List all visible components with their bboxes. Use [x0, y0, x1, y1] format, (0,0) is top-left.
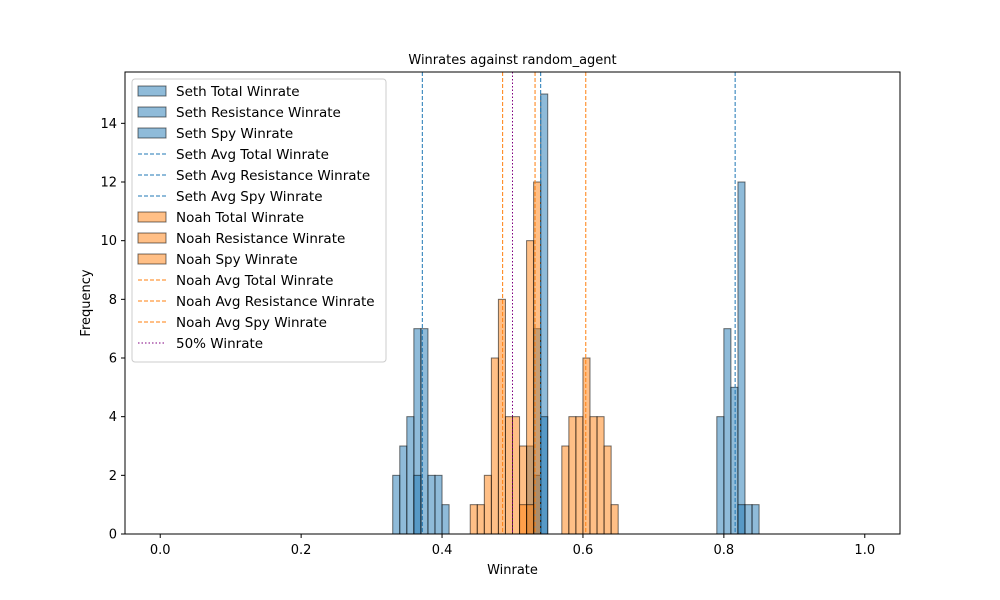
legend-swatch	[137, 211, 167, 223]
legend-label: Noah Avg Spy Winrate	[176, 315, 327, 331]
legend-item-seth-avg-spy-winrate: Seth Avg Spy Winrate	[138, 189, 323, 205]
bar-noah-spy-winrate-4	[589, 416, 598, 535]
legend-item-noah-total-winrate: Noah Total Winrate	[137, 210, 304, 226]
legend-label: Noah Resistance Winrate	[176, 231, 345, 247]
legend-label: 50% Winrate	[176, 336, 263, 352]
legend-label: Seth Avg Resistance Winrate	[176, 168, 370, 184]
legend-label: Seth Avg Total Winrate	[176, 147, 329, 163]
bar-noah-total-winrate-4	[526, 240, 535, 535]
legend-label: Seth Resistance Winrate	[176, 105, 341, 121]
y-tick-label: 4	[109, 410, 117, 425]
bar-noah-total-winrate-0	[490, 357, 499, 535]
legend-item-seth-spy-winrate: Seth Spy Winrate	[137, 126, 293, 142]
bar-seth-spy-winrate-2	[744, 504, 753, 535]
x-tick-label: 0.6	[573, 543, 594, 558]
legend-item-noah-spy-winrate: Noah Spy Winrate	[137, 252, 298, 268]
bar-noah-resistance-winrate-3	[512, 416, 521, 535]
bar-noah-total-winrate-2	[504, 416, 514, 535]
legend-item-50-winrate: 50% Winrate	[138, 336, 263, 352]
x-tick-label: 0.4	[432, 543, 453, 558]
legend-swatch	[137, 127, 167, 139]
bar-noah-resistance-winrate-4	[519, 504, 528, 535]
bar-seth-resistance-winrate-4	[427, 474, 436, 535]
plot-frame	[124, 71, 901, 535]
y-tick-label: 10	[100, 234, 117, 249]
bar-seth-resistance-winrate-8	[540, 416, 549, 535]
bar-seth-total-winrate-7	[737, 181, 746, 535]
bar-noah-spy-winrate-0	[561, 445, 570, 535]
legend-label: Noah Spy Winrate	[176, 252, 298, 268]
bar-seth-spy-winrate-3	[751, 504, 760, 535]
legend-swatch	[137, 106, 167, 118]
x-tick-label: 0.0	[150, 543, 171, 558]
legend-item-noah-avg-total-winrate: Noah Avg Total Winrate	[138, 273, 333, 289]
legend-swatch	[137, 232, 167, 244]
bar-seth-resistance-winrate-3	[413, 474, 422, 535]
legend-item-seth-total-winrate: Seth Total Winrate	[137, 84, 300, 100]
y-tick-label: 14	[100, 117, 117, 132]
y-tick-label: 2	[109, 469, 117, 484]
x-tick-label: 0.2	[291, 543, 312, 558]
bar-noah-spy-winrate-1	[568, 416, 577, 535]
bar-noah-resistance-winrate-2	[483, 474, 492, 535]
x-tick-label: 0.8	[714, 543, 735, 558]
bar-seth-resistance-winrate-1	[399, 445, 408, 535]
bar-seth-total-winrate-6	[730, 386, 739, 535]
bar-seth-resistance-winrate-0	[392, 474, 401, 535]
bar-seth-total-winrate-5	[723, 328, 732, 535]
legend-label: Noah Avg Total Winrate	[176, 273, 333, 289]
bar-noah-resistance-winrate-1	[476, 504, 485, 535]
legend-label: Noah Avg Resistance Winrate	[176, 294, 375, 310]
legend-item-noah-avg-spy-winrate: Noah Avg Spy Winrate	[138, 315, 327, 331]
bar-noah-spy-winrate-3	[582, 357, 591, 535]
series-noah-total-winrate	[160, 181, 865, 535]
legend-item-noah-resistance-winrate: Noah Resistance Winrate	[137, 231, 345, 247]
bar-noah-total-winrate-1	[497, 298, 506, 535]
bar-seth-resistance-winrate-6	[441, 504, 450, 535]
legend-item-seth-avg-resistance-winrate: Seth Avg Resistance Winrate	[138, 168, 370, 184]
y-tick-label: 6	[109, 352, 117, 367]
legend-item-noah-avg-resistance-winrate: Noah Avg Resistance Winrate	[138, 294, 375, 310]
bar-noah-resistance-winrate-0	[469, 504, 478, 535]
legend-label: Seth Total Winrate	[176, 84, 300, 100]
legend-item-seth-avg-total-winrate: Seth Avg Total Winrate	[138, 147, 329, 163]
bar-seth-spy-winrate-1	[737, 504, 746, 535]
legend-item-seth-resistance-winrate: Seth Resistance Winrate	[137, 105, 341, 121]
bar-seth-total-winrate-1	[420, 328, 429, 535]
bar-seth-spy-winrate-0	[716, 416, 725, 535]
legend-label: Noah Total Winrate	[176, 210, 304, 226]
legend-label: Seth Avg Spy Winrate	[176, 189, 323, 205]
x-tick-label: 1.0	[854, 543, 875, 558]
bar-seth-resistance-winrate-5	[434, 474, 443, 535]
legend-box	[131, 78, 387, 363]
axes: 0.0 0.2 0.4 0.6 0.8 1.0 0 2 4 6 8 10 12 14	[100, 117, 875, 558]
bar-noah-spy-winrate-2	[575, 416, 584, 535]
legend-swatch	[137, 253, 167, 265]
legend-swatch	[137, 85, 167, 97]
bar-seth-resistance-winrate-2	[406, 416, 415, 535]
legend: Seth Total Winrate Seth Resistance Winrat…	[131, 78, 387, 363]
y-tick-label: 8	[109, 293, 117, 308]
y-tick-label: 0	[109, 528, 117, 543]
legend-label: Seth Spy Winrate	[176, 126, 293, 142]
bar-noah-resistance-winrate-5	[526, 504, 535, 535]
chart-title: Winrates against random_agent	[408, 53, 616, 68]
x-axis-title: Winrate	[487, 563, 538, 578]
y-axis-title: Frequency	[79, 269, 94, 336]
bar-noah-spy-winrate-6	[603, 445, 612, 535]
y-tick-label: 12	[100, 176, 117, 191]
bar-noah-spy-winrate-5	[596, 416, 605, 535]
bar-noah-spy-winrate-7	[610, 504, 619, 535]
